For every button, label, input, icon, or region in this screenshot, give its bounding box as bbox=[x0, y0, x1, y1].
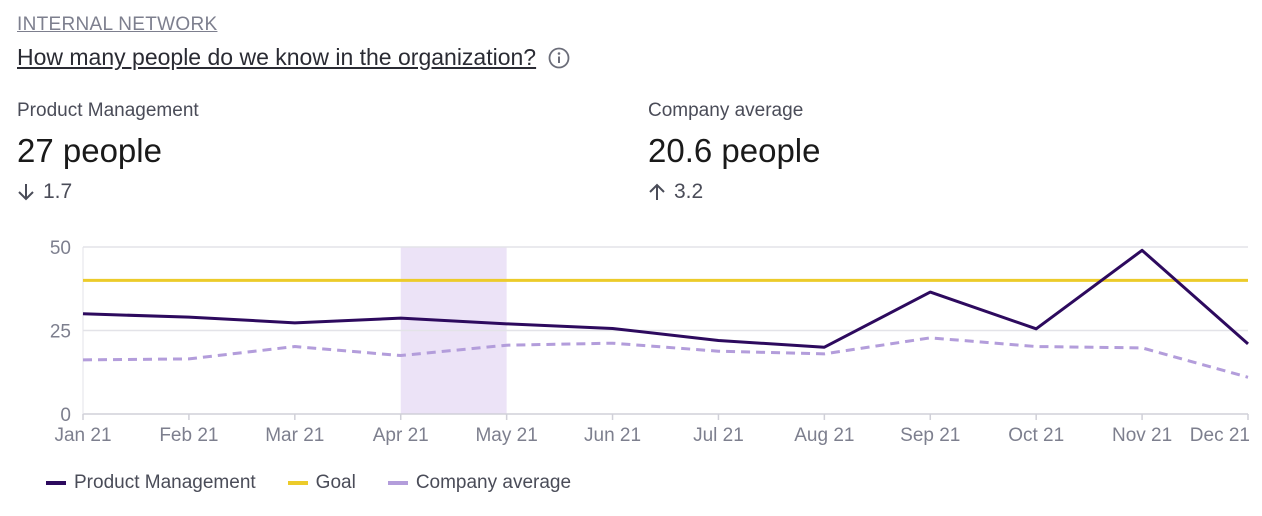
stat-delta-value: 3.2 bbox=[674, 180, 704, 203]
stat-delta-value: 1.7 bbox=[43, 180, 73, 203]
x-tick-label: Jun 21 bbox=[584, 425, 641, 446]
y-tick-label: 25 bbox=[50, 322, 71, 343]
arrow-up-icon bbox=[649, 183, 665, 200]
series-line-company-average[interactable] bbox=[82, 336, 1249, 379]
legend-item-goal[interactable]: Goal bbox=[287, 472, 356, 494]
legend-swatch bbox=[46, 481, 66, 485]
question-text[interactable]: How many people do we know in the organi… bbox=[17, 44, 537, 70]
stat-delta: 1.7 bbox=[17, 180, 199, 204]
x-tick-label: Nov 21 bbox=[1112, 425, 1172, 446]
x-tick-label: Mar 21 bbox=[265, 425, 324, 446]
x-tick-label: Oct 21 bbox=[1008, 425, 1064, 446]
line-chart: 0 25 50 Jan 21 Feb 21 Mar 21 Apr 21 May 21 Jun 2… bbox=[50, 238, 1250, 446]
grid-layer bbox=[82, 246, 1249, 420]
legend: Product Management Goal Company average bbox=[46, 472, 603, 494]
legend-label: Product Management bbox=[74, 472, 256, 493]
stat-value: 27 people bbox=[17, 132, 162, 169]
x-tick-label: May 21 bbox=[475, 425, 537, 446]
y-tick-label: 0 bbox=[60, 405, 71, 426]
legend-swatch bbox=[387, 481, 408, 485]
label-layer: 0 25 50 Jan 21 Feb 21 Mar 21 Apr 21 May 21 Jun 2… bbox=[50, 238, 1250, 446]
legend-item-product-management[interactable]: Product Management bbox=[46, 472, 256, 494]
x-tick-label: Sep 21 bbox=[900, 425, 960, 446]
stat-label: Product Management bbox=[17, 100, 199, 121]
legend-label: Goal bbox=[315, 472, 356, 493]
series-line-product-management[interactable] bbox=[82, 248, 1249, 349]
y-tick-label: 50 bbox=[50, 238, 71, 259]
info-icon[interactable] bbox=[548, 47, 570, 69]
x-tick-label: Dec 21 bbox=[1190, 425, 1250, 446]
stat-value: 20.6 people bbox=[648, 132, 821, 169]
x-tick-label: Feb 21 bbox=[159, 425, 218, 446]
section-label[interactable]: INTERNAL NETWORK bbox=[17, 14, 218, 35]
legend-item-company-average[interactable]: Company average bbox=[387, 472, 572, 494]
x-tick-label: Aug 21 bbox=[794, 425, 854, 446]
x-tick-label: Apr 21 bbox=[373, 425, 429, 446]
stat-delta: 3.2 bbox=[648, 180, 821, 204]
series-layer bbox=[82, 248, 1249, 379]
arrow-down-icon bbox=[18, 184, 34, 201]
question-heading: How many people do we know in the organi… bbox=[17, 44, 570, 71]
x-tick-label: Jul 21 bbox=[693, 425, 744, 446]
legend-swatch bbox=[287, 481, 308, 485]
legend-label: Company average bbox=[415, 472, 572, 493]
stat-label: Company average bbox=[648, 100, 804, 121]
stat-product-management: Product Management 27 people 1.7 bbox=[17, 100, 199, 204]
x-tick-label: Jan 21 bbox=[54, 425, 111, 446]
stat-company-average: Company average 20.6 people 3.2 bbox=[648, 100, 821, 204]
